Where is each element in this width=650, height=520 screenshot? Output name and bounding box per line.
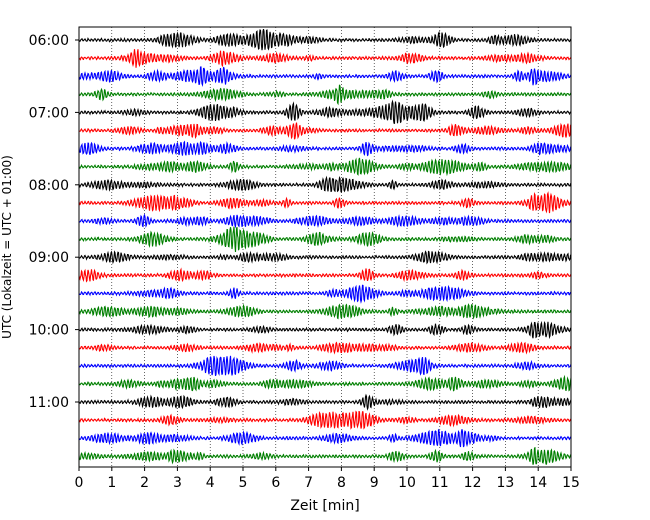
- y-tick-label: 11:00: [29, 395, 69, 411]
- y-axis-label: UTC (Lokalzeit = UTC + 01:00): [0, 155, 14, 339]
- trace-line: [78, 428, 572, 448]
- x-tick-label: 12: [464, 475, 482, 491]
- x-tick-label: 7: [304, 475, 313, 491]
- x-tick-label: 11: [431, 475, 449, 491]
- trace-line: [78, 250, 572, 265]
- trace-line: [78, 213, 572, 229]
- x-axis-ticks: 0 1 2 3 4 5 6 7 8 9 10 11 12 13 14 15: [75, 467, 580, 491]
- y-axis-ticks: 06:00 07:00 08:00 09:00 10:00 11:00: [29, 33, 79, 411]
- plot-frame: [78, 26, 572, 468]
- trace-line: [78, 374, 572, 392]
- y-tick-label: 08:00: [29, 178, 69, 194]
- trace-line: [78, 84, 572, 106]
- seismogram-traces: [78, 29, 572, 465]
- trace-line: [78, 284, 572, 304]
- x-tick-label: 14: [529, 475, 547, 491]
- trace-line: [78, 175, 572, 193]
- x-tick-label: 10: [398, 475, 416, 491]
- trace-line: [78, 99, 572, 124]
- trace-line: [78, 303, 572, 320]
- x-axis-label: Zeit [min]: [290, 498, 359, 514]
- y-tick-label: 09:00: [29, 250, 69, 266]
- x-tick-label: 2: [140, 475, 149, 491]
- x-tick-label: 6: [271, 475, 280, 491]
- trace-line: [78, 341, 572, 355]
- trace-line: [78, 122, 572, 140]
- trace-line: [78, 355, 572, 377]
- x-tick-label: 5: [239, 475, 248, 491]
- x-tick-label: 9: [370, 475, 379, 491]
- trace-line: [78, 446, 572, 465]
- trace-line: [78, 320, 572, 340]
- y-tick-label: 10:00: [29, 323, 69, 339]
- trace-line: [78, 66, 572, 87]
- x-tick-label: 0: [75, 475, 84, 491]
- trace-line: [78, 157, 572, 177]
- x-tick-label: 8: [337, 475, 346, 491]
- y-tick-label: 07:00: [29, 105, 69, 121]
- trace-line: [78, 226, 572, 252]
- x-tick-label: 1: [107, 475, 116, 491]
- x-tick-label: 3: [173, 475, 182, 491]
- trace-line: [78, 267, 572, 283]
- grid-lines: [111, 27, 539, 467]
- x-tick-label: 4: [206, 475, 215, 491]
- trace-line: [78, 393, 572, 411]
- trace-line: [78, 49, 572, 68]
- trace-line: [78, 191, 572, 214]
- y-tick-label: 06:00: [29, 33, 69, 49]
- trace-line: [78, 29, 572, 51]
- trace-line: [78, 140, 572, 157]
- x-tick-label: 15: [562, 475, 580, 491]
- x-tick-label: 13: [496, 475, 514, 491]
- trace-line: [78, 410, 572, 430]
